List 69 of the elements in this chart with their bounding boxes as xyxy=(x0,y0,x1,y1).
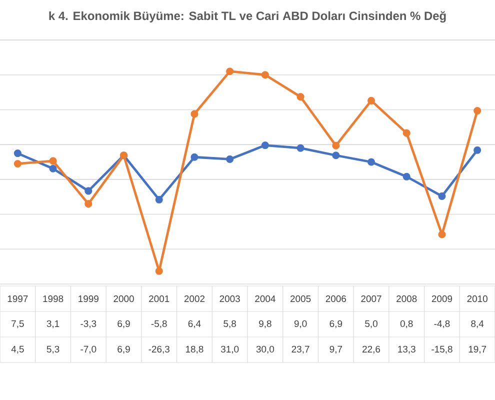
point xyxy=(332,142,340,150)
point xyxy=(438,230,446,238)
data-label: 0,8 xyxy=(400,320,413,328)
data-label: 5,8 xyxy=(224,320,236,328)
point xyxy=(296,93,304,101)
x-tick-label: 2006 xyxy=(326,295,346,302)
data-label: 19,7 xyxy=(468,346,486,354)
data-label: 7,5 xyxy=(12,320,24,328)
data-label: 30,0 xyxy=(256,346,274,354)
data-label: 5,3 xyxy=(46,346,60,354)
point xyxy=(49,164,57,172)
data-label: 31,0 xyxy=(220,346,239,354)
data-label: 22,6 xyxy=(362,346,380,354)
point xyxy=(474,146,482,154)
point xyxy=(84,187,92,195)
data-label: 5,0 xyxy=(365,320,378,328)
point xyxy=(226,155,234,163)
x-tick-label: 2005 xyxy=(290,295,311,302)
x-tick-label: 2007 xyxy=(361,295,382,302)
point xyxy=(84,200,92,208)
x-tick-label: 2001 xyxy=(149,295,170,302)
point xyxy=(190,110,198,118)
point xyxy=(438,192,446,200)
x-tick-label: 2010 xyxy=(467,295,488,302)
point xyxy=(367,158,376,166)
point xyxy=(261,71,269,79)
x-tick-label: 2000 xyxy=(114,295,134,302)
x-tick-label: 2008 xyxy=(396,295,417,302)
x-tick-label: 1997 xyxy=(8,295,28,302)
data-label: 9,0 xyxy=(294,320,307,328)
point xyxy=(226,68,234,76)
point xyxy=(332,152,340,160)
point xyxy=(190,153,198,161)
data-label: 3,1 xyxy=(46,320,60,328)
data-label: 9,8 xyxy=(259,320,272,328)
point xyxy=(49,157,57,165)
data-label: -26,3 xyxy=(148,346,170,354)
point xyxy=(402,172,410,180)
data-label: 4,5 xyxy=(11,346,24,354)
data-label: 8,4 xyxy=(471,320,484,328)
data-label: 6,4 xyxy=(188,320,201,328)
data-label: -4,8 xyxy=(434,320,450,328)
point xyxy=(14,150,22,158)
x-tick-label: 2002 xyxy=(184,295,205,302)
point xyxy=(155,196,163,204)
data-label: 6,9 xyxy=(330,320,342,328)
point xyxy=(14,160,22,168)
chart-title: k 4. Ekonomik Büyüme: Sabit TL ve Cari ABD Doları Cinsinden % Değ xyxy=(49,11,446,22)
data-label: 6,9 xyxy=(118,346,130,354)
data-label: 13,3 xyxy=(398,346,416,354)
data-label: -3,3 xyxy=(80,320,96,328)
x-tick-label: 2009 xyxy=(432,295,452,302)
point xyxy=(402,129,410,137)
point xyxy=(261,141,269,150)
data-label: -7,0 xyxy=(80,346,96,354)
data-label: 23,7 xyxy=(292,346,310,354)
point xyxy=(296,144,304,152)
point xyxy=(474,106,482,115)
x-tick-label: 1998 xyxy=(43,295,64,302)
point xyxy=(155,267,163,275)
x-tick-label: 1999 xyxy=(78,295,98,302)
data-label: 9,7 xyxy=(330,346,342,354)
data-label: 18,8 xyxy=(186,346,204,354)
point xyxy=(367,96,376,104)
x-tick-label: 2004 xyxy=(255,295,276,302)
data-label: -15,8 xyxy=(432,346,452,354)
data-label: 6,9 xyxy=(118,320,130,328)
x-tick-label: 2003 xyxy=(220,295,240,302)
data-label: -5,8 xyxy=(151,320,167,328)
